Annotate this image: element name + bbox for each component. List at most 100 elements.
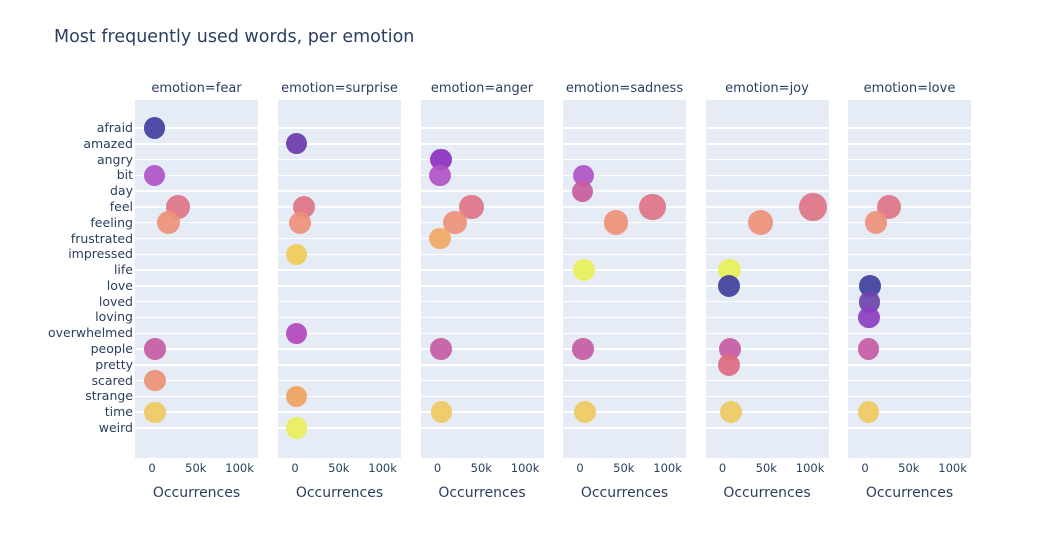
scatter-point-love-time[interactable]: [857, 401, 880, 423]
gridline: [420, 143, 544, 145]
gridline: [563, 206, 686, 208]
scatter-point-joy-feel[interactable]: [798, 193, 827, 221]
gridline: [135, 411, 258, 413]
gridline: [705, 395, 829, 398]
scatter-point-love-people[interactable]: [857, 338, 880, 360]
gridline: [848, 379, 971, 382]
scatter-point-anger-feeling[interactable]: [443, 211, 467, 235]
scatter-point-fear-time[interactable]: [144, 401, 166, 423]
scatter-point-anger-bit[interactable]: [429, 164, 451, 187]
gridline: [705, 348, 829, 350]
gridline: [705, 237, 829, 240]
gridline: [705, 127, 829, 129]
scatter-point-sadness-life[interactable]: [573, 259, 595, 281]
y-axis-label-people: people: [90, 341, 133, 357]
gridline: [135, 190, 258, 192]
scatter-point-fear-scared[interactable]: [144, 369, 166, 392]
gridline: [420, 174, 544, 177]
scatter-point-anger-people[interactable]: [430, 338, 452, 360]
gridline: [705, 300, 829, 303]
y-axis-label-life: life: [113, 262, 133, 278]
gridline: [563, 127, 686, 129]
gridline: [420, 253, 544, 256]
gridline: [135, 332, 258, 335]
x-tick-label: 50k: [755, 461, 777, 475]
x-axis-title: Occurrences: [152, 485, 241, 501]
x-axis-title: Occurrences: [723, 485, 811, 501]
gridline: [135, 395, 258, 398]
facet-panel-love[interactable]: [848, 100, 971, 458]
x-tick-label: 0: [718, 461, 727, 475]
gridline: [278, 253, 401, 256]
scatter-point-surprise-feeling[interactable]: [289, 211, 312, 234]
x-tick-label: 0: [576, 461, 584, 475]
gridline: [563, 316, 686, 319]
scatter-point-anger-time[interactable]: [430, 401, 453, 423]
facet-header-surprise: emotion=surprise: [281, 81, 398, 96]
gridline: [848, 206, 971, 208]
scatter-point-surprise-impressed[interactable]: [286, 243, 308, 265]
scatter-point-love-loving[interactable]: [858, 306, 880, 329]
facet-panel-joy[interactable]: [705, 100, 829, 458]
gridline: [135, 221, 258, 224]
gridline: [563, 348, 686, 350]
y-axis-label-time: time: [104, 404, 133, 420]
gridline: [135, 379, 258, 382]
gridline: [848, 316, 971, 319]
facet-panel-sadness[interactable]: [563, 100, 686, 458]
y-axis-label-day: day: [110, 183, 133, 199]
scatter-point-sadness-feeling[interactable]: [603, 210, 629, 236]
facet-panel-surprise[interactable]: [278, 100, 401, 458]
gridline: [420, 316, 544, 319]
gridline: [420, 332, 544, 335]
facet-header-sadness: emotion=sadness: [565, 81, 684, 96]
scatter-point-anger-frustrated[interactable]: [429, 227, 451, 250]
gridline: [135, 127, 258, 129]
scatter-point-sadness-feel[interactable]: [639, 193, 667, 221]
scatter-point-fear-bit[interactable]: [143, 164, 166, 187]
scatter-point-joy-feeling[interactable]: [747, 210, 773, 236]
facet-header-fear: emotion=fear: [151, 81, 242, 96]
gridline: [135, 206, 258, 208]
x-tick-label: 0: [861, 461, 869, 475]
scatter-point-fear-people[interactable]: [144, 338, 166, 360]
gridline: [278, 316, 401, 319]
y-axis-label-frustrated: frustrated: [70, 230, 133, 246]
y-axis-label-loved: loved: [98, 293, 133, 309]
gridline: [420, 190, 544, 192]
scatter-point-joy-pretty[interactable]: [717, 353, 740, 376]
gridline: [278, 379, 401, 382]
scatter-point-fear-feeling[interactable]: [157, 211, 181, 235]
x-axis-title: Occurrences: [865, 485, 954, 501]
scatter-point-fear-afraid[interactable]: [143, 117, 166, 139]
gridline: [848, 269, 971, 271]
scatter-point-sadness-day[interactable]: [571, 180, 594, 202]
gridline: [135, 364, 258, 366]
scatter-point-surprise-overwhelmed[interactable]: [285, 322, 307, 344]
gridline: [420, 348, 544, 350]
x-tick-label: 100k: [368, 461, 397, 475]
gridline: [420, 221, 544, 224]
scatter-point-surprise-weird[interactable]: [286, 417, 308, 439]
gridline: [705, 379, 829, 382]
scatter-point-surprise-strange[interactable]: [285, 385, 307, 407]
gridline: [705, 190, 829, 192]
x-tick-label: 100k: [795, 461, 825, 475]
x-tick-label: 0: [433, 461, 442, 475]
scatter-point-love-feeling[interactable]: [864, 211, 888, 235]
scatter-point-joy-love[interactable]: [718, 274, 741, 297]
scatter-point-joy-time[interactable]: [719, 401, 742, 424]
gridline: [420, 127, 544, 129]
gridline: [563, 237, 686, 240]
gridline: [705, 285, 829, 287]
gridline: [848, 300, 971, 303]
gridline: [278, 190, 401, 192]
facet-panel-fear[interactable]: [135, 100, 258, 458]
facet-panel-anger[interactable]: [420, 100, 544, 458]
scatter-point-sadness-time[interactable]: [574, 401, 597, 424]
gridline: [563, 427, 686, 429]
scatter-point-surprise-amazed[interactable]: [285, 133, 307, 155]
gridline: [420, 411, 544, 413]
scatter-point-sadness-people[interactable]: [572, 338, 594, 360]
gridline: [705, 269, 829, 271]
